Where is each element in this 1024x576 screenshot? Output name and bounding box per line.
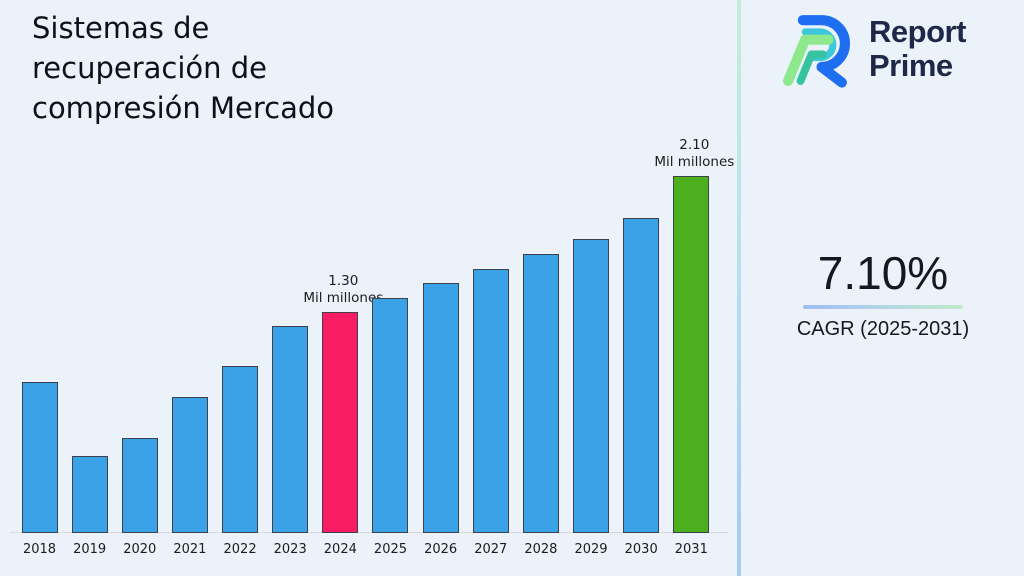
x-tick-2028: 2028 — [524, 542, 558, 557]
bar-2018 — [21, 382, 58, 533]
x-tick-2018: 2018 — [22, 542, 57, 557]
x-tick-2029: 2029 — [574, 542, 608, 557]
bar-2029 — [573, 239, 610, 533]
right-panel: Report Prime 7.10% CAGR (2025-2031) — [741, 0, 1024, 576]
bar-2030 — [623, 218, 660, 533]
cagr-block: 7.10% CAGR (2025-2031) — [763, 246, 1003, 341]
x-tick-2019: 2019 — [73, 542, 107, 557]
bar-2025 — [372, 298, 409, 533]
panel-divider — [737, 0, 741, 576]
bar-2020 — [121, 438, 158, 533]
x-tick-2031: 2031 — [674, 542, 708, 557]
x-tick-2027: 2027 — [474, 542, 508, 557]
x-tick-2025: 2025 — [373, 542, 408, 557]
bar-2026 — [422, 283, 459, 533]
x-tick-2026: 2026 — [424, 542, 458, 557]
x-tick-2030: 2030 — [624, 542, 658, 557]
bar-value-label-2031: 2.10 Mil millones — [654, 137, 735, 170]
cagr-label: CAGR (2025-2031) — [796, 318, 970, 340]
x-tick-2024: 2024 — [323, 542, 357, 557]
report-prime-logo-icon — [782, 15, 850, 88]
bar-2022 — [222, 366, 259, 533]
x-axis-line — [10, 532, 728, 533]
brand-logo: Report Prime — [781, 10, 966, 88]
bar-value-label-2024: 1.30 Mil millones — [303, 273, 384, 306]
logo-word-prime: Prime — [869, 48, 953, 83]
bar-2023 — [272, 326, 309, 533]
x-tick-2021: 2021 — [173, 542, 207, 557]
cagr-value: 7.10% — [817, 247, 949, 299]
bar-2028 — [522, 254, 559, 533]
bar-2021 — [171, 397, 208, 533]
brand-name: Report Prime — [869, 15, 966, 83]
bar-2031 — [673, 176, 710, 533]
x-tick-2022: 2022 — [223, 542, 257, 557]
chart-title: Sistemas de recuperación de compresión M… — [32, 11, 334, 125]
x-tick-2020: 2020 — [123, 542, 157, 557]
logo-word-report: Report — [869, 14, 966, 49]
bar-2027 — [472, 269, 509, 533]
bar-2019 — [71, 456, 108, 533]
x-tick-2023: 2023 — [273, 542, 307, 557]
bar-2024 — [322, 312, 359, 533]
cagr-underline — [803, 305, 963, 309]
